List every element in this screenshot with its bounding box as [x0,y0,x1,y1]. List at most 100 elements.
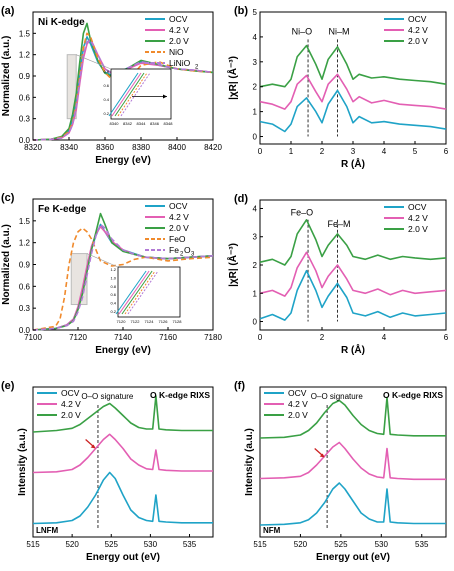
legend-label: 4.2 V [169,212,189,222]
panel-label: (b) [234,5,248,17]
panel-label: (d) [234,193,248,205]
y-axis-label: |χR| (Å⁻³) [226,56,239,100]
series-line-ocv [259,482,446,526]
y-tick-label: 0.3 [19,115,31,124]
x-axis-label: Energy (eV) [95,155,151,166]
sample-label: NFM [263,526,281,535]
series-line-42v [259,441,446,481]
legend-label: OCV [288,388,307,398]
y-tick-label: 0.3 [19,304,31,313]
legend-label: 4.2 V [61,399,81,409]
y-tick-label: 4 [253,33,258,42]
x-tick-label: 3 [351,147,356,156]
inset-plot: 7120 7122 7124 7126 7128 0.2 0.4 0.6 0.8 1.0 1.2 [86,253,183,324]
inset-y-tick-label: 0.6 [103,83,109,88]
x-tick-label: 520 [294,540,308,549]
x-tick-label: 535 [415,540,429,549]
x-tick-label: 0 [258,333,263,342]
inset-x-tick-label: 7122 [131,319,141,324]
x-tick-label: 530 [375,540,389,549]
x-tick-label: 4 [382,333,387,342]
y-tick-label: 1.5 [19,29,31,38]
inset-frame [110,68,172,120]
inset-y-tick-label: 0.8 [103,69,109,74]
series-line-linio2 [32,39,214,141]
inset-x-tick-label: 8348 [164,121,174,126]
x-tick-label: 6 [444,147,449,156]
y-tick-label: 2 [253,261,258,270]
x-tick-label: 7160 [159,333,177,342]
y-axis-label: Intensity (a.u.) [244,428,255,496]
series-line-fe2o3 [32,223,214,331]
x-tick-label: 8420 [204,143,222,152]
inset-x-tick-label: 7126 [159,319,169,324]
x-tick-label: 7140 [114,333,132,342]
legend-label: OCV [408,202,427,212]
plot-frame [32,386,214,538]
series-line-ocv [259,269,447,321]
legend-label: 4.2 V [408,25,428,35]
y-tick-label: 1.2 [19,51,31,60]
panel-label: (a) [1,5,15,17]
x-tick-label: 530 [144,540,158,549]
panel-title: Fe K-edge [38,204,87,215]
x-tick-label: 8320 [24,143,42,152]
y-tick-label: 4 [253,204,258,213]
inset-series-line [118,270,150,315]
series-line-42v [259,73,447,110]
legend-label: 4.2 V [408,213,428,223]
legend-label: 2.0 V [169,36,189,46]
x-tick-label: 5 [413,147,418,156]
legend-label: OCV [169,14,188,24]
inset-connector [86,253,119,268]
x-tick-label: 515 [26,540,40,549]
x-axis-label: Energy out (eV) [316,552,390,563]
panel-title: O K-edge RIXS [150,390,210,400]
inset-shift-arrow-head [163,94,167,99]
inset-y-tick-label: 1.0 [110,275,116,280]
y-tick-label: 0 [253,318,258,327]
x-tick-label: 7180 [204,333,222,342]
inset-connector [76,54,112,70]
x-tick-label: 515 [253,540,267,549]
peak-label: Fe–M [328,219,351,229]
legend-label: NiO [169,47,184,57]
highlight-arrow-head [90,444,96,449]
inset-y-tick-label: 0.8 [110,284,116,289]
x-tick-label: 525 [334,540,348,549]
inset-series-line [111,72,142,117]
x-tick-label: 8360 [96,143,114,152]
inset-x-tick-label: 8340 [110,121,120,126]
legend-label: FeO [169,234,186,244]
legend-label: 4.2 V [169,25,189,35]
y-axis-label: Normalized (a.u.) [1,224,12,305]
series-line-nio [32,32,214,141]
panel-label: (e) [1,380,15,392]
oo-signature-label: O–O signature [81,392,134,401]
legend-label: 2.0 V [408,36,428,46]
x-tick-label: 525 [105,540,119,549]
legend-label: 2.0 V [408,224,428,234]
legend-label: OCV [408,14,427,24]
y-tick-label: 0.9 [19,72,31,81]
inset-x-tick-label: 8346 [150,121,160,126]
inset-x-tick-label: 7124 [145,319,155,324]
y-tick-label: 5 [253,8,258,17]
inset-x-tick-label: 7128 [173,319,183,324]
x-tick-label: 2 [320,147,325,156]
x-tick-label: 7120 [69,333,87,342]
plot-frame [259,386,447,538]
x-tick-label: 8340 [60,143,78,152]
peak-label: Ni–O [292,26,313,36]
y-tick-label: 0.9 [19,261,31,270]
x-tick-label: 520 [65,540,79,549]
y-tick-label: 1.2 [19,239,31,248]
legend-label-subscript: 2 [195,65,199,71]
inset-series-line [121,270,153,315]
legend-label-subscript: 3 [191,252,195,258]
legend-label: 2.0 V [61,410,81,420]
panel-a: 8320 8340 8360 8380 8400 8420 0.0 0.3 0.6 0.9 1.2 1… [1,5,222,166]
